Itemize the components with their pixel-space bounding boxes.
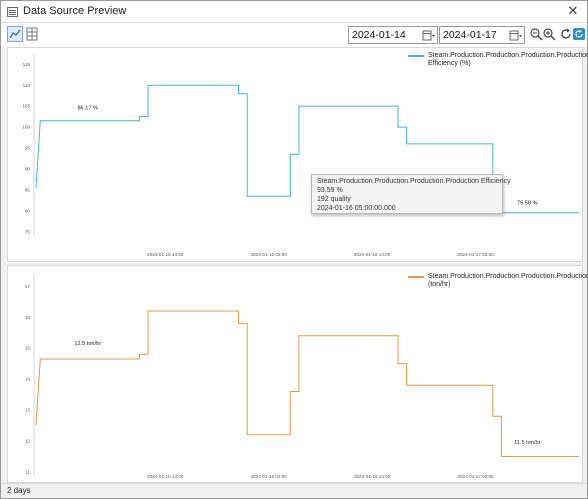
zoom-out-button[interactable] [529, 27, 543, 41]
chart-view-button[interactable] [7, 26, 23, 42]
production-legend: Steam.Production.Production.Production.P… [408, 273, 588, 289]
efficiency-data-label: 79.58 % [517, 200, 538, 206]
toolbar: 2024-01-14 23:00:00 2024-01-17 11:33:08 [1, 23, 587, 57]
efficiency-legend-line2: Efficiency (%) [428, 60, 471, 67]
date-to-calendar-button[interactable] [509, 28, 523, 42]
tooltip-series-name: Steam.Production.Production.Production.P… [317, 178, 511, 185]
date-from-calendar-button[interactable] [422, 28, 436, 42]
status-text: 2 days [7, 486, 31, 495]
efficiency-data-label: 86.17 % [77, 106, 98, 112]
efficiency-legend-line1: Steam.Production.Production.Production.P… [428, 52, 588, 59]
refresh-icon [561, 28, 571, 39]
production-y-tick-label: 13 [25, 408, 31, 413]
date-to-picker[interactable]: 2024-01-17 11:33:08 [439, 26, 525, 57]
production-data-label: 11.5 ton/hr [514, 440, 540, 446]
production-y-tick-label: 12 [25, 439, 31, 444]
data-tooltip: Steam.Production.Production.Production.P… [311, 174, 511, 214]
production-legend-swatch [408, 276, 424, 278]
production-y-tick-label: 17 [25, 284, 31, 289]
zoom-in-button[interactable] [542, 27, 556, 41]
refresh-button[interactable] [559, 27, 573, 41]
production-legend-line2: (ton/hr) [428, 281, 451, 288]
efficiency-y-tick-label: 80 [25, 209, 31, 214]
production-data-label: 12.5 ton/hr [74, 341, 101, 347]
production-x-tick-label: 2024-01-16 02:00 [251, 474, 288, 479]
date-from-picker[interactable]: 2024-01-14 23:00:00 [348, 26, 438, 57]
production-y-tick-label: 11 [25, 470, 30, 475]
efficiency-y-tick-label: 105 [22, 104, 30, 109]
efficiency-y-tick-label: 110 [23, 83, 31, 88]
tooltip-time: 2024-01-16 05:00:00.000 [317, 205, 396, 212]
efficiency-x-tick-label: 2024-01-16 14:00 [354, 252, 391, 257]
production-x-tick-label: 2024-01-15 14:00 [147, 474, 184, 479]
tooltip-value: 93.59 % [317, 187, 343, 194]
zoom-out-icon [530, 28, 543, 41]
efficiency-series-line[interactable] [35, 84, 579, 214]
production-y-tick-label: 16 [25, 315, 31, 320]
title-bar: Data Source Preview ✕ [1, 1, 587, 23]
window-title: Data Source Preview [23, 5, 127, 17]
sync-button[interactable] [572, 27, 586, 41]
production-x-tick-label: 2024-01-17 02:00 [457, 474, 494, 479]
production-legend-line1: Steam.Production.Production.Production.P… [428, 273, 588, 280]
efficiency-x-tick-label: 2024-01-17 02:00 [457, 252, 494, 257]
table-view-button[interactable] [24, 26, 40, 42]
efficiency-x-tick-label: 2024-01-16 02:00 [251, 252, 288, 257]
production-series-line[interactable] [35, 310, 579, 457]
efficiency-legend-swatch [408, 55, 424, 57]
production-y-tick-label: 15 [25, 346, 31, 351]
production-x-tick-label: 2024-01-16 14:00 [354, 474, 391, 479]
production-chart[interactable]: 11 12 13 14 15 16 17 2024-01-15 14:00 2024-01-16… [8, 266, 582, 482]
table-view-icon [26, 27, 38, 41]
tooltip-quality: 192 quality [317, 196, 351, 203]
calendar-icon [422, 30, 435, 41]
window-app-icon [7, 7, 18, 17]
efficiency-chart[interactable]: 75 80 85 90 95 100 105 110 115 2024-01-15 14:00 20… [8, 48, 582, 261]
efficiency-y-tick-label: 90 [25, 167, 31, 172]
status-bar: 2 days [1, 483, 587, 498]
calendar-icon [509, 30, 522, 41]
chart-view-icon [9, 29, 21, 39]
efficiency-y-tick-label: 95 [25, 146, 31, 151]
efficiency-y-tick-label: 115 [23, 62, 31, 67]
close-button[interactable]: ✕ [567, 3, 579, 18]
efficiency-chart-panel[interactable]: 75 80 85 90 95 100 105 110 115 2024-01-15 14:00 20… [7, 47, 588, 262]
efficiency-y-tick-label: 75 [25, 230, 31, 235]
zoom-in-icon [543, 28, 556, 41]
efficiency-x-tick-label: 2024-01-15 14:00 [147, 252, 184, 257]
production-chart-panel[interactable]: 11 12 13 14 15 16 17 2024-01-15 14:00 2024-01-16… [7, 265, 588, 483]
efficiency-y-tick-label: 85 [25, 188, 31, 193]
efficiency-legend: Steam.Production.Production.Production.P… [408, 52, 588, 68]
efficiency-y-tick-label: 100 [22, 125, 30, 130]
sync-icon [573, 28, 585, 40]
production-y-tick-label: 14 [25, 377, 31, 382]
